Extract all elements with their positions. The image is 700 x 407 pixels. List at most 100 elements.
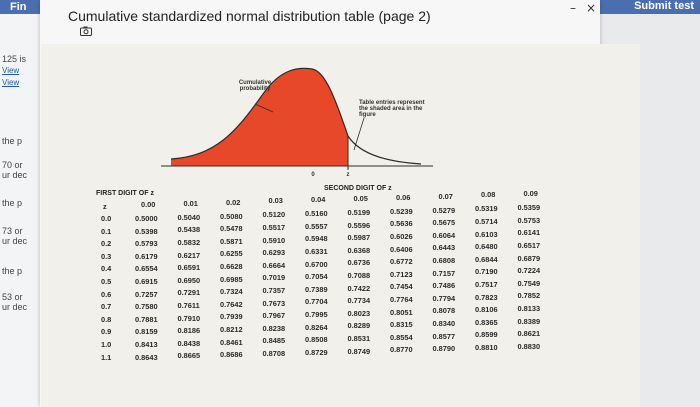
table-cell: 0.5199 xyxy=(347,208,371,217)
minimize-button[interactable]: – xyxy=(570,1,576,15)
table-cell: 0.7704 xyxy=(305,297,328,307)
column-header: 0.02 xyxy=(226,197,241,207)
table-cell: 0.8159 xyxy=(135,327,158,337)
table-cell: 0.5239 xyxy=(390,206,413,216)
table-cell: 0.7019 xyxy=(262,273,286,283)
table-cell: 0.8790 xyxy=(432,344,456,354)
table-cell: 0.7673 xyxy=(262,298,286,308)
table-cell: 0.5359 xyxy=(517,203,541,213)
table-cell: 0.8577 xyxy=(432,331,456,341)
table-cell: 0.5596 xyxy=(347,220,371,230)
column-header: 0.05 xyxy=(353,194,368,203)
table-cell: 0.8238 xyxy=(262,323,286,333)
table-cell: 0.8340 xyxy=(432,319,456,328)
table-cell: 0.6591 xyxy=(177,263,201,273)
close-button[interactable]: × xyxy=(586,1,597,15)
table-cell: 0.8389 xyxy=(517,316,541,326)
shaded-area xyxy=(171,68,348,166)
table-cell: 0.7123 xyxy=(390,269,413,279)
bg-text: 125 is xyxy=(2,54,27,64)
table-cell: 0.7486 xyxy=(432,281,456,291)
table-cell: 0.8365 xyxy=(475,317,498,327)
table-cell: 0.6879 xyxy=(517,253,541,263)
table-cell: 0.5636 xyxy=(390,219,413,229)
table-cell: 0.5478 xyxy=(220,224,243,234)
table-cell: 0.5279 xyxy=(432,205,456,215)
bg-text: the p xyxy=(2,136,23,146)
table-cell: 0.6064 xyxy=(432,230,456,240)
table-cell: 0.7764 xyxy=(390,295,413,304)
z-column-header: z xyxy=(103,202,107,211)
table-cell: 0.6026 xyxy=(390,232,413,241)
column-header: 0.07 xyxy=(438,191,453,201)
table-cell: 0.5910 xyxy=(262,235,286,245)
row-z-value: 0.9 xyxy=(101,327,112,337)
table-cell: 0.6950 xyxy=(177,275,201,285)
row-z-value: 0.2 xyxy=(101,239,112,249)
table-cell: 0.5948 xyxy=(305,234,328,244)
table-cell: 0.8531 xyxy=(347,334,371,343)
table-cell: 0.7967 xyxy=(262,311,286,321)
table-cell: 0.6664 xyxy=(262,260,286,270)
table-cell: 0.6480 xyxy=(475,242,498,252)
submit-test-button[interactable]: Submit test xyxy=(634,0,694,12)
table-cell: 0.6554 xyxy=(135,264,158,274)
table-cell: 0.7190 xyxy=(475,267,498,277)
table-cell: 0.5675 xyxy=(432,218,456,228)
table-cell: 0.8078 xyxy=(432,306,456,316)
table-cell: 0.8810 xyxy=(475,343,498,352)
table-cell: 0.7549 xyxy=(517,278,541,288)
column-header: 0.06 xyxy=(396,192,411,202)
camera-icon xyxy=(80,26,92,36)
table-cell: 0.6985 xyxy=(220,274,243,284)
table-cell: 0.6406 xyxy=(390,244,413,254)
table-cell: 0.7580 xyxy=(135,302,158,312)
table-cell: 0.7823 xyxy=(475,292,498,302)
table-cell: 0.7389 xyxy=(305,284,328,294)
row-z-value: 0.4 xyxy=(101,264,112,274)
bg-text: ur dec xyxy=(2,170,28,180)
table-cell: 0.8665 xyxy=(177,351,201,361)
column-header: 0.01 xyxy=(183,198,198,208)
table-cell: 0.8186 xyxy=(177,326,201,336)
table-cell: 0.8749 xyxy=(347,346,371,356)
axis-z-label: z xyxy=(346,172,350,178)
table-cell: 0.6517 xyxy=(517,241,541,250)
table-cell: 0.7939 xyxy=(220,312,243,322)
table-cell: 0.6293 xyxy=(262,248,286,258)
table-cell: 0.7088 xyxy=(347,271,371,280)
row-z-value: 0.8 xyxy=(101,314,112,324)
table-cell: 0.6443 xyxy=(432,243,456,253)
row-z-value: 0.1 xyxy=(101,226,112,236)
background-question-strip: 125 is View View the p 70 or ur dec the … xyxy=(0,14,40,407)
table-cell: 0.6628 xyxy=(220,262,243,271)
table-cell: 0.7157 xyxy=(432,268,456,278)
table-cell: 0.8599 xyxy=(475,330,498,340)
row-z-value: 0.7 xyxy=(101,302,112,312)
bg-text: 70 or xyxy=(2,160,23,170)
table-cell: 0.8643 xyxy=(135,352,158,362)
table-cell: 0.5517 xyxy=(262,223,286,232)
table-cell: 0.6217 xyxy=(177,250,201,260)
column-header: 0.03 xyxy=(268,196,283,206)
table-cell: 0.8708 xyxy=(262,349,286,358)
bg-view-link[interactable]: View xyxy=(2,66,20,75)
table-cell: 0.7852 xyxy=(517,291,541,301)
first-digit-header: FIRST DIGIT OF z xyxy=(96,190,154,197)
table-cell: 0.8051 xyxy=(390,307,413,317)
table-cell: 0.7357 xyxy=(262,286,286,295)
table-cell: 0.8289 xyxy=(347,321,371,331)
table-entries-note: Table entries represent the shaded area … xyxy=(359,100,425,118)
bg-text: ur dec xyxy=(2,236,28,246)
table-cell: 0.5398 xyxy=(135,226,158,236)
table-cell: 0.5557 xyxy=(305,221,328,231)
table-cell: 0.8621 xyxy=(517,329,541,339)
table-cell: 0.8413 xyxy=(135,340,158,349)
bg-view-link[interactable]: View xyxy=(2,78,20,87)
row-z-value: 0.3 xyxy=(101,251,112,261)
table-cell: 0.7054 xyxy=(305,272,328,282)
label-pointer xyxy=(254,103,274,113)
table-cell: 0.8770 xyxy=(390,345,413,355)
table-cell: 0.8315 xyxy=(390,320,413,330)
table-cell: 0.5319 xyxy=(475,204,498,214)
